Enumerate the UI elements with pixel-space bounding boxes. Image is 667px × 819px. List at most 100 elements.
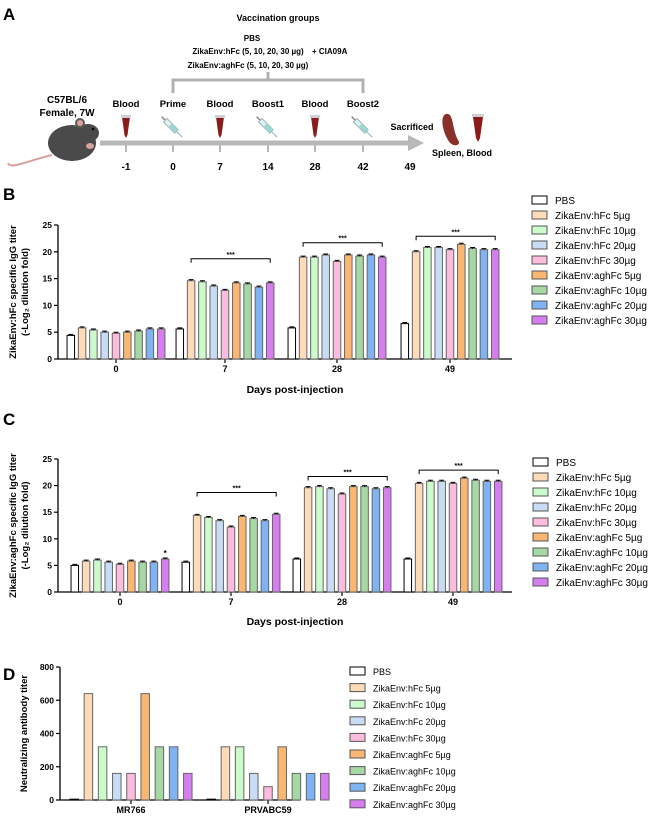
y-axis-label-line: Neutralizing antibody titer bbox=[19, 675, 30, 792]
bar bbox=[220, 289, 230, 360]
y-tick-label: 20 bbox=[43, 481, 53, 491]
error-bar bbox=[424, 245, 430, 248]
error-bar bbox=[251, 517, 257, 519]
legend-swatch bbox=[531, 210, 548, 220]
error-bar bbox=[300, 255, 306, 258]
event-day: -1 bbox=[122, 162, 131, 173]
y-tick-label: 10 bbox=[43, 534, 53, 544]
panel-label-d: D bbox=[3, 665, 15, 684]
error-bar bbox=[262, 519, 268, 521]
error-bar bbox=[495, 479, 501, 482]
panel-label-a: A bbox=[3, 5, 15, 24]
bar bbox=[89, 329, 98, 360]
event-label: Boost2 bbox=[347, 99, 379, 110]
event-day: 14 bbox=[262, 162, 274, 173]
blood-tube-icon bbox=[121, 115, 131, 138]
bar bbox=[204, 517, 213, 593]
bar bbox=[156, 328, 166, 360]
error-bar bbox=[316, 485, 322, 487]
legend-label: PBS bbox=[556, 458, 576, 469]
error-bar bbox=[72, 563, 78, 566]
legend-swatch bbox=[532, 487, 549, 497]
bar bbox=[493, 480, 503, 593]
bar bbox=[149, 561, 159, 593]
bar bbox=[445, 249, 455, 360]
legend-item: ZikaEnv:aghFc 10µg bbox=[532, 547, 648, 559]
legend-swatch bbox=[531, 240, 548, 250]
bar bbox=[287, 327, 297, 360]
bar bbox=[226, 526, 236, 593]
chart-panel-d: D 0 200 400 600 800 Neutralizing antibody tite… bbox=[3, 662, 456, 815]
legend-item: ZikaEnv:aghFc 5µg bbox=[531, 270, 641, 282]
significance-bracket bbox=[190, 258, 271, 263]
bar bbox=[115, 563, 125, 593]
legend-item: ZikaEnv:aghFc 30µg bbox=[349, 799, 456, 810]
bar bbox=[291, 772, 302, 801]
significance-bracket bbox=[418, 469, 499, 475]
bar bbox=[377, 256, 387, 360]
event-day: 7 bbox=[217, 162, 223, 173]
y-tick-label: 0 bbox=[49, 795, 54, 805]
event-label: Blood bbox=[207, 99, 234, 110]
y-axis-label-line: (-Log₂ dilution fold) bbox=[20, 248, 31, 336]
group-hfc: ZikaEnv:hFc (5, 10, 20, 30 µg) bbox=[192, 47, 304, 56]
error-bar bbox=[256, 285, 262, 288]
bar bbox=[243, 283, 252, 360]
bar bbox=[83, 693, 94, 801]
timeline-event: Prime 0 bbox=[160, 99, 186, 173]
event-label: Prime bbox=[160, 99, 186, 110]
x-axis-label: Days post-injection bbox=[247, 384, 344, 396]
legend-swatch bbox=[532, 547, 549, 557]
y-tick-label: 400 bbox=[40, 729, 54, 739]
bar bbox=[249, 772, 259, 801]
bar bbox=[254, 286, 264, 360]
legend: PBS ZikaEnv:hFc 5µg ZikaEnv:hFc 10µg ZikaEn… bbox=[532, 457, 648, 589]
legend-swatch bbox=[531, 255, 548, 265]
bar bbox=[160, 558, 170, 593]
legend-label: ZikaEnv:hFc 5µg bbox=[556, 473, 631, 484]
bar bbox=[320, 772, 330, 801]
legend-swatch bbox=[531, 285, 548, 295]
error-bar bbox=[384, 486, 390, 488]
bar bbox=[198, 281, 207, 360]
panel-label-c: C bbox=[3, 410, 15, 429]
legend-label: ZikaEnv:aghFc 10µg bbox=[556, 548, 648, 559]
bar bbox=[168, 746, 179, 801]
error-bar bbox=[373, 487, 379, 489]
event-label: Blood bbox=[302, 99, 329, 110]
syringe-plunger bbox=[351, 116, 356, 121]
legend-item: ZikaEnv:hFc 10µg bbox=[349, 699, 446, 710]
legend-swatch bbox=[349, 732, 366, 742]
bar bbox=[111, 332, 121, 360]
bar bbox=[277, 746, 287, 801]
bar bbox=[360, 486, 369, 593]
legend-label: ZikaEnv:aghFc 10µg bbox=[373, 767, 456, 777]
bar bbox=[471, 479, 480, 593]
end-label: Spleen, Blood bbox=[432, 148, 492, 158]
legend-item: ZikaEnv:aghFc 20µg bbox=[532, 562, 648, 574]
chart-panel-b: B 0 5 10 15 20 25 ZikaEnv:hFc specific IgG tite… bbox=[3, 185, 647, 396]
error-bar bbox=[151, 560, 157, 563]
x-axis-label: Days post-injection bbox=[247, 616, 344, 628]
bar bbox=[260, 520, 270, 593]
bar bbox=[403, 558, 413, 593]
bar bbox=[326, 488, 335, 593]
y-tick-label: 25 bbox=[43, 220, 53, 230]
animal-description: Female, 7W bbox=[39, 108, 95, 119]
legend-swatch bbox=[349, 716, 366, 726]
error-bar bbox=[492, 248, 498, 250]
legend-label: PBS bbox=[373, 667, 391, 677]
chart-panel-c: C 0 5 10 15 20 25 ZikaEnv:aghFc specific IgG ti… bbox=[3, 410, 648, 628]
legend-swatch bbox=[531, 195, 548, 205]
legend-label: ZikaEnv:hFc 10µg bbox=[555, 226, 636, 237]
group-aghfc: ZikaEnv:aghFc (5, 10, 20, 30 µg) bbox=[188, 61, 309, 70]
legend-label: ZikaEnv:aghFc 5µg bbox=[373, 750, 451, 760]
legend-item: PBS bbox=[349, 666, 391, 677]
legend-item: ZikaEnv:hFc 5µg bbox=[349, 683, 441, 694]
error-bar bbox=[484, 479, 490, 482]
error-bar bbox=[328, 487, 334, 489]
legend-label: ZikaEnv:aghFc 5µg bbox=[556, 533, 642, 544]
legend-label: ZikaEnv:hFc 30µg bbox=[373, 733, 446, 743]
bar bbox=[209, 285, 218, 360]
significance-label: *** bbox=[233, 486, 241, 493]
